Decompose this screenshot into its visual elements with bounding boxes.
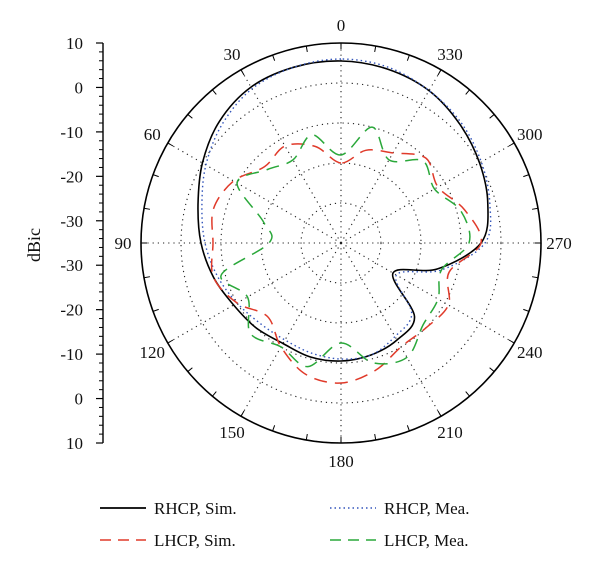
series-layer [197,58,492,384]
angle-label-330: 330 [437,45,463,64]
polar-grid [140,42,542,444]
grid-spoke [340,142,515,244]
legend-label-3: LHCP, Mea. [384,531,469,550]
grid-circle [260,162,422,324]
legend-label-1: RHCP, Mea. [384,499,469,518]
angle-label-60: 60 [144,125,161,144]
legend: RHCP, Sim. RHCP, Mea. LHCP, Sim. LHCP, Mea. [100,499,469,550]
legend-label-0: RHCP, Sim. [154,499,237,518]
grid-spoke [340,242,515,344]
outer-tick [508,339,515,344]
outer-tick [489,114,495,119]
angle-label-30: 30 [224,45,241,64]
grid-spoke [240,242,342,417]
outer-tick [152,174,159,178]
outer-tick [187,367,193,372]
outer-tick [240,410,245,417]
angle-labels: 0 30 60 90 120 150 180 210 240 270 300 330 [115,16,572,471]
outer-tick [531,276,539,279]
angle-label-0: 0 [337,16,346,35]
grid-spoke [340,69,442,244]
series-line-0 [197,60,489,362]
grid-circle [300,202,382,284]
outer-tick [489,367,495,372]
axis-tick-label: -30 [60,212,83,231]
axis-tick-label: 10 [66,434,83,453]
axis-tick-label: -20 [60,167,83,186]
outer-tick [523,308,530,312]
axis-tick-label: -30 [60,256,83,275]
outer-tick [187,114,193,119]
grid-spoke [167,242,342,344]
axis-tick-label: 0 [75,78,84,97]
outer-tick [465,391,470,397]
outer-tick [305,433,308,441]
outer-tick [406,54,410,61]
legend-label-2: LHCP, Sim. [154,531,236,550]
axis-tick-label: 0 [75,390,84,409]
y-axis-title: dBic [24,228,44,262]
outer-tick [143,207,151,210]
series-line-1 [201,58,492,360]
axis-tick-label: -10 [60,345,83,364]
grid-spoke [167,142,342,244]
outer-tick [437,69,442,76]
axis-tick-label: -10 [60,123,83,142]
angle-label-150: 150 [219,423,245,442]
outer-tick [406,425,410,432]
grid-spoke [340,242,442,417]
outer-tick [240,69,245,76]
grid-spoke [240,69,342,244]
outer-tick [305,45,308,53]
outer-tick [152,308,159,312]
outer-tick [531,207,539,210]
outer-tick [465,89,470,95]
outer-tick [212,89,217,95]
outer-tick [374,433,377,441]
outer-tick [272,54,276,61]
axis-tick-label: 10 [66,34,83,53]
outer-tick [437,410,442,417]
angle-label-270: 270 [546,234,572,253]
outer-tick [143,276,151,279]
series-line-2 [210,143,483,384]
radial-axis: 10 0 -10 -20 -30 -30 -20 -10 0 10 [60,34,104,453]
outer-tick [167,142,174,147]
angle-label-90: 90 [115,234,132,253]
grid-circle [180,82,502,404]
angle-label-120: 120 [139,343,165,362]
outer-tick [523,174,530,178]
angle-label-300: 300 [517,125,543,144]
outer-tick [167,339,174,344]
angle-label-210: 210 [437,423,463,442]
axis-tick-label: -20 [60,301,83,320]
outer-tick [508,142,515,147]
outer-tick [212,391,217,397]
outer-tick [272,425,276,432]
angle-label-240: 240 [517,343,543,362]
angle-label-180: 180 [328,452,354,471]
outer-tick [374,45,377,53]
